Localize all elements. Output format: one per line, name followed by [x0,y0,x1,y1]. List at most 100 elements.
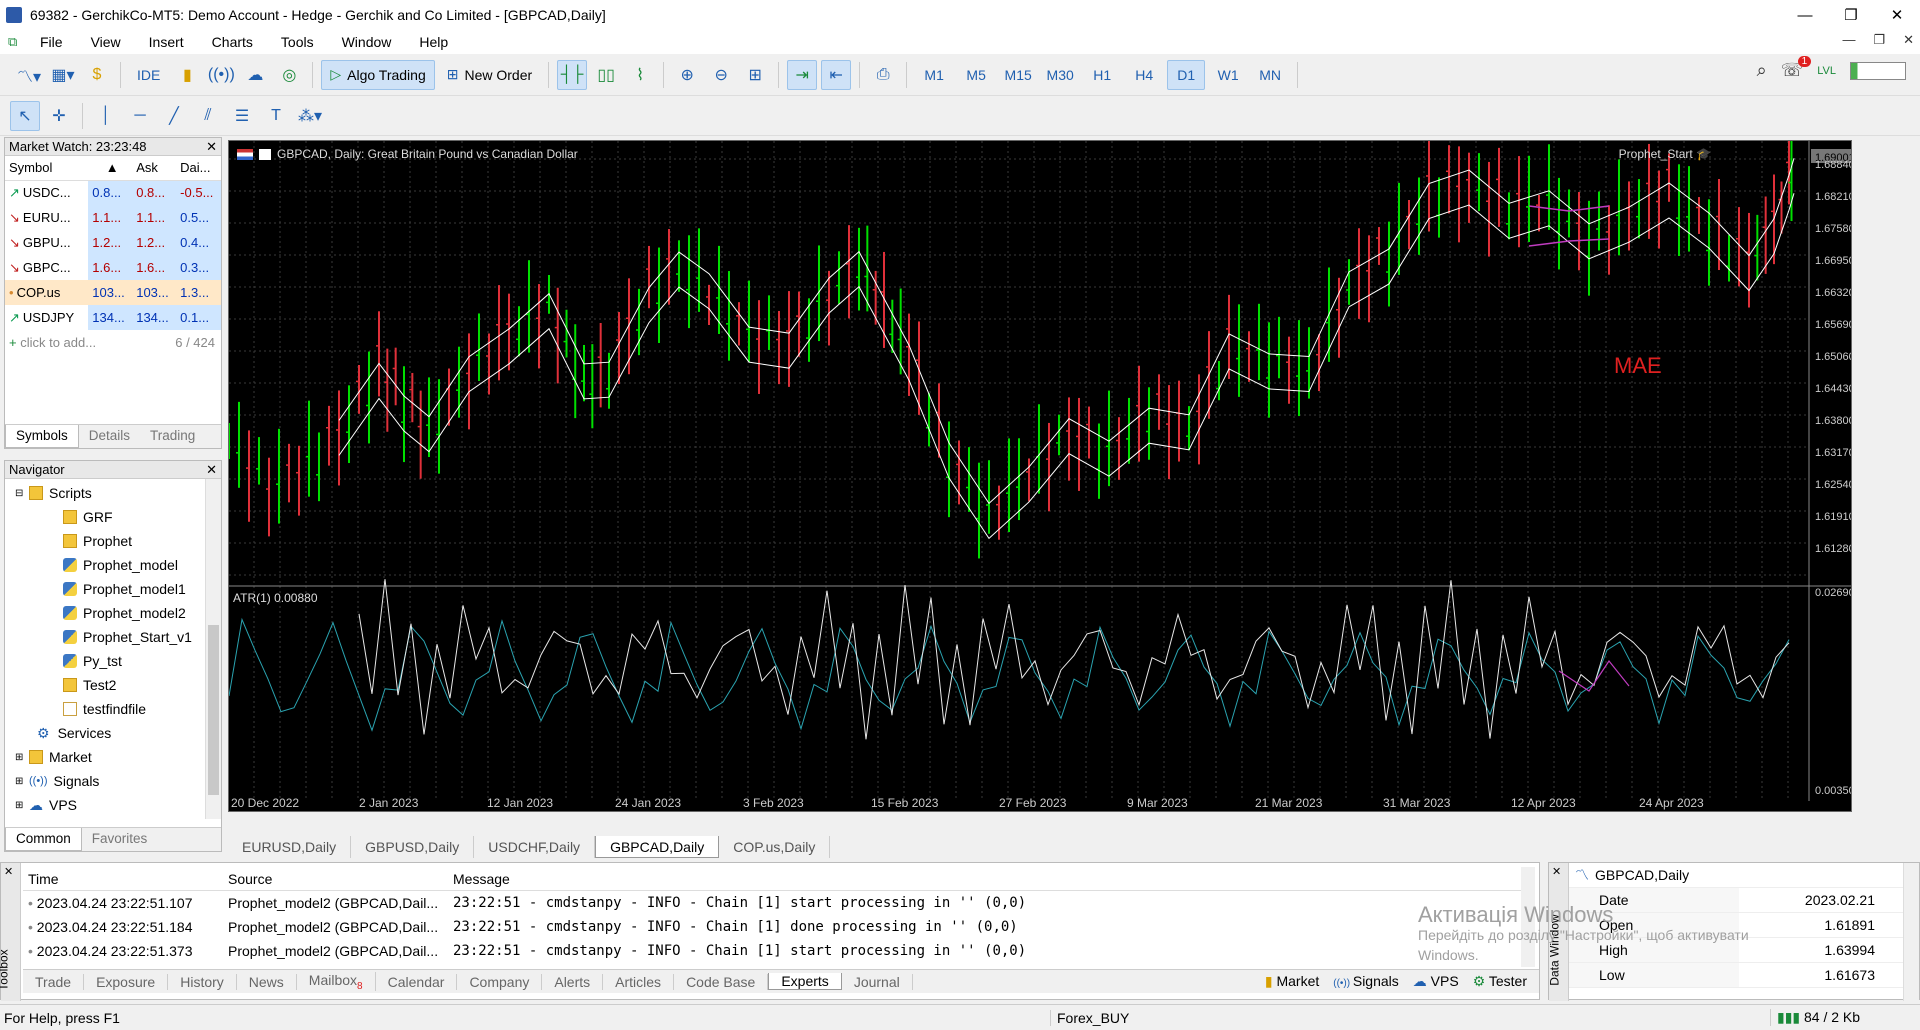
chart-tab[interactable]: GBPUSD,Daily [351,836,475,858]
chart-shift-icon[interactable]: ⇤ [821,59,852,90]
menu-file[interactable]: File [40,34,63,50]
tree-signals[interactable]: ⊞ ((•)) Signals [15,769,221,793]
table-row[interactable]: ↘ EURU... 1.1... 1.1... 0.5... [5,205,221,230]
close-icon[interactable]: ✕ [4,866,14,878]
close-button[interactable]: ✕ [1890,7,1904,24]
tab-symbols[interactable]: Symbols [5,425,79,448]
signals-icon[interactable]: ((•)) [207,65,235,83]
script-item[interactable]: Prophet [15,529,221,553]
expand-icon[interactable]: ⊞ [15,751,24,763]
tab-news[interactable]: News [237,973,297,990]
tf-m15[interactable]: M15 [1004,66,1032,83]
menu-view[interactable]: View [90,34,121,50]
menu-charts[interactable]: Charts [211,34,253,50]
algo-trading-button[interactable]: ▷ Algo Trading [321,59,435,90]
tab-common[interactable]: Common [5,828,82,851]
tab-favorites[interactable]: Favorites [91,831,148,846]
table-row[interactable]: • COP.us 103... 103... 1.3... [5,280,221,305]
tab-experts[interactable]: Experts [768,973,842,990]
data-window-scrollbar[interactable] [1903,863,1919,1001]
tf-mn[interactable]: MN [1259,66,1282,83]
col-symbol[interactable]: Symbol [5,156,89,181]
templates-icon[interactable]: ▦▾ [51,66,75,84]
table-row[interactable]: ↗ USDC... 0.8... 0.8... -0.5... [5,180,221,205]
chart-tab-active[interactable]: GBPCAD,Daily [595,836,720,858]
level-icon[interactable]: LVL [1817,64,1836,77]
tab-exposure[interactable]: Exposure [84,973,169,990]
signals-button[interactable]: ((•)) Signals [1333,973,1399,990]
script-item[interactable]: Prophet_model1 [15,577,221,601]
vertical-line-icon[interactable]: │ [101,106,111,124]
tab-trade[interactable]: Trade [23,973,85,990]
menu-insert[interactable]: Insert [148,34,184,50]
script-item[interactable]: Prophet_model2 [15,601,221,625]
add-symbol-row[interactable]: + click to add... 6 / 424 [5,330,221,355]
shapes-icon[interactable]: ⁂▾ [297,107,323,125]
script-item[interactable]: testfindfile [15,697,221,721]
search-icon[interactable]: ⌕ [1756,60,1767,80]
mdi-close-icon[interactable]: ✕ [1903,32,1914,47]
candles-icon[interactable]: ▯▯ [597,66,615,84]
scroll-thumb[interactable] [208,625,219,795]
chart-tab[interactable]: COP.us,Daily [719,836,831,858]
table-row[interactable]: ↗ USDJPY 134... 134... 0.1... [5,305,221,330]
ide-button[interactable]: IDE [137,66,161,83]
menu-window[interactable]: Window [341,34,392,50]
zoom-out-icon[interactable]: ⊖ [714,66,728,84]
log-row[interactable]: • 2023.04.24 23:22:51.184 Prophet_model2 … [23,915,1533,939]
log-row[interactable]: • 2023.04.24 23:22:51.107 Prophet_model2 … [23,891,1533,915]
col-daily[interactable]: Dai... [176,156,221,181]
tree-market[interactable]: ⊞ Market [15,745,221,769]
maximize-button[interactable]: ❐ [1844,7,1858,24]
script-item[interactable]: Test2 [15,673,221,697]
crosshair-icon[interactable]: ✛ [52,107,66,125]
text-icon[interactable]: T [271,106,281,124]
autoscroll-icon[interactable]: ⇥ [787,59,818,90]
cursor-icon[interactable]: ↖ [10,100,40,131]
tab-journal[interactable]: Journal [842,973,913,990]
minimize-button[interactable]: — [1797,6,1813,24]
tab-calendar[interactable]: Calendar [376,973,458,990]
menu-help[interactable]: Help [419,34,449,50]
tab-code-base[interactable]: Code Base [674,973,769,990]
vps-button[interactable]: ☁ VPS [1413,973,1459,990]
chart-type-icon[interactable]: 〽▾ [16,68,42,86]
close-icon[interactable]: ✕ [1552,866,1562,878]
tab-articles[interactable]: Articles [603,973,675,990]
mdi-minimize-icon[interactable]: — [1842,32,1856,47]
tf-h4[interactable]: H4 [1135,66,1154,83]
chart-window[interactable]: 1.69001 1.68840 1.68210 1.67580 1.66950 1.663… [226,127,1855,812]
cloud-icon[interactable]: ☁ [247,66,264,84]
tab-trading[interactable]: Trading [150,428,196,443]
expand-icon[interactable]: ⊞ [15,799,24,811]
mdi-restore-icon[interactable]: ❐ [1873,32,1886,47]
navigator-scrollbar[interactable] [205,479,221,819]
market-button[interactable]: ▮ Market [1265,973,1319,990]
script-item[interactable]: Prophet_model [15,553,221,577]
chart-tab[interactable]: EURUSD,Daily [228,836,352,858]
tf-m30[interactable]: M30 [1046,66,1074,83]
tab-alerts[interactable]: Alerts [542,973,604,990]
tf-d1[interactable]: D1 [1167,59,1206,90]
table-row[interactable]: ↘ GBPC... 1.6... 1.6... 0.3... [5,255,221,280]
col-ask[interactable]: Ask [132,156,177,181]
status-profile[interactable]: Forex_BUY [1050,1009,1770,1026]
tab-details[interactable]: Details [88,428,131,443]
tf-m5[interactable]: M5 [966,66,986,83]
col-message[interactable]: Message [453,870,510,887]
bar-chart-icon[interactable]: ┤├ [557,59,588,90]
chart-tab[interactable]: USDCHF,Daily [474,836,596,858]
channel-icon[interactable]: ⫽ [204,106,212,124]
script-item[interactable]: Py_tst [15,649,221,673]
col-source[interactable]: Source [228,870,273,887]
globe-icon[interactable]: ◎ [282,66,297,84]
tree-services[interactable]: ⚙ Services [15,721,221,745]
close-icon[interactable]: ✕ [206,461,217,477]
dollar-icon[interactable]: $ [92,65,102,83]
script-item[interactable]: Prophet_Start_v1 [15,625,221,649]
tree-scripts[interactable]: ⊟ Scripts [15,481,221,505]
tf-m1[interactable]: M1 [924,66,944,83]
tab-company[interactable]: Company [457,973,543,990]
horizontal-line-icon[interactable]: ─ [134,106,146,124]
tab-mailbox[interactable]: Mailbox8 [297,971,376,992]
